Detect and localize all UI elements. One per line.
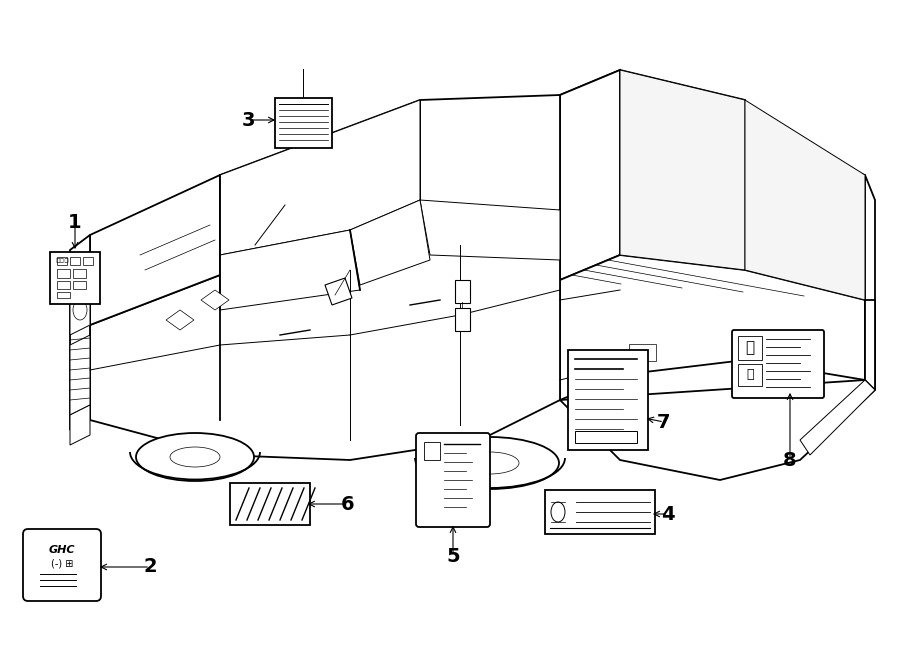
- Polygon shape: [166, 310, 194, 330]
- FancyBboxPatch shape: [274, 98, 331, 148]
- FancyBboxPatch shape: [50, 252, 100, 304]
- Text: 5: 5: [446, 547, 460, 566]
- Text: GHC: GHC: [49, 545, 76, 555]
- Polygon shape: [90, 175, 220, 325]
- Text: 📖: 📖: [746, 368, 754, 381]
- Polygon shape: [70, 285, 90, 335]
- Polygon shape: [70, 235, 90, 430]
- Polygon shape: [201, 290, 229, 310]
- Polygon shape: [70, 335, 90, 415]
- Bar: [738, 364, 762, 386]
- Polygon shape: [325, 278, 352, 305]
- Bar: [57, 257, 67, 265]
- Ellipse shape: [170, 447, 220, 467]
- FancyBboxPatch shape: [545, 490, 655, 534]
- Ellipse shape: [551, 502, 565, 522]
- Polygon shape: [220, 95, 560, 300]
- Polygon shape: [865, 175, 875, 390]
- Ellipse shape: [421, 437, 559, 489]
- Polygon shape: [420, 200, 560, 260]
- FancyBboxPatch shape: [230, 483, 310, 525]
- Bar: [83, 257, 93, 265]
- Text: 2: 2: [143, 557, 157, 576]
- Polygon shape: [865, 300, 875, 390]
- Polygon shape: [220, 100, 420, 255]
- Polygon shape: [70, 405, 90, 445]
- Ellipse shape: [73, 300, 87, 320]
- Text: (-) ⊞: (-) ⊞: [50, 559, 73, 569]
- Bar: [57, 281, 70, 289]
- Bar: [424, 442, 440, 460]
- FancyBboxPatch shape: [416, 433, 490, 527]
- Text: 4: 4: [662, 504, 675, 524]
- Bar: [70, 257, 80, 265]
- Bar: [73, 269, 86, 278]
- FancyBboxPatch shape: [732, 330, 824, 398]
- Bar: [738, 336, 762, 360]
- FancyBboxPatch shape: [23, 529, 101, 601]
- Polygon shape: [220, 230, 360, 310]
- Polygon shape: [560, 70, 620, 280]
- Polygon shape: [90, 210, 560, 460]
- Polygon shape: [745, 100, 865, 300]
- Text: ⛽: ⛽: [745, 340, 754, 356]
- Polygon shape: [800, 380, 875, 455]
- Text: 3: 3: [241, 110, 255, 130]
- Polygon shape: [620, 70, 745, 270]
- Ellipse shape: [136, 433, 254, 481]
- FancyBboxPatch shape: [454, 307, 470, 330]
- Text: 6: 6: [341, 494, 355, 514]
- Text: 7: 7: [657, 412, 670, 432]
- Bar: [73, 281, 86, 289]
- Text: ◻◻◻: ◻◻◻: [55, 258, 69, 264]
- FancyBboxPatch shape: [568, 350, 648, 450]
- Polygon shape: [560, 380, 875, 480]
- Polygon shape: [560, 70, 865, 300]
- Text: 8: 8: [783, 451, 796, 469]
- FancyBboxPatch shape: [629, 344, 656, 361]
- Text: 1: 1: [68, 212, 82, 231]
- Bar: [57, 269, 70, 278]
- Bar: [57, 292, 70, 298]
- Polygon shape: [350, 200, 430, 285]
- FancyBboxPatch shape: [454, 280, 470, 303]
- Bar: [575, 431, 637, 443]
- Ellipse shape: [461, 452, 519, 474]
- Polygon shape: [560, 255, 865, 400]
